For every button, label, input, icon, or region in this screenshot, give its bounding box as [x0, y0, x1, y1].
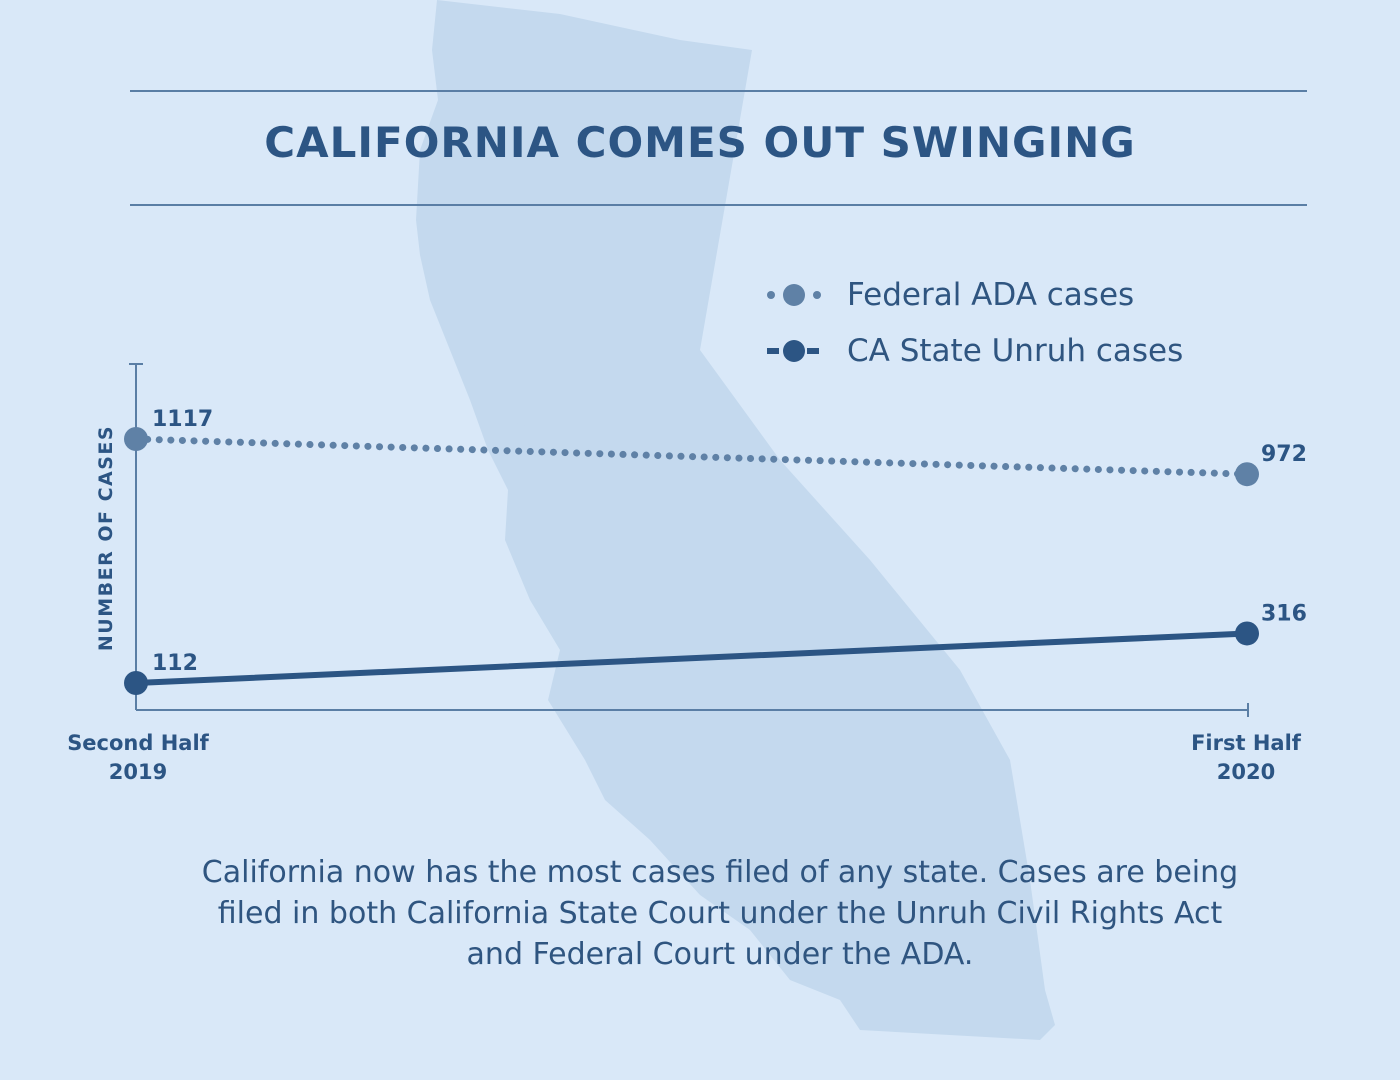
series-line-federal: [132, 435, 1251, 478]
x-tick-label-1: First Half 2020: [1191, 731, 1302, 784]
data-label-federal-1: 972: [1261, 442, 1307, 467]
data-point-federal-0: [124, 427, 148, 451]
series-line-state: [133, 630, 1250, 686]
data-point-state-0: [124, 671, 148, 695]
data-label-state-0: 112: [152, 651, 198, 676]
page-title: CALIFORNIA COMES OUT SWINGING: [264, 118, 1136, 167]
y-axis-label: NUMBER OF CASES: [95, 425, 117, 651]
legend-label-federal: Federal ADA cases: [847, 277, 1135, 313]
legend-swatch-dotted-icon: [767, 284, 821, 306]
data-label-state-1: 316: [1261, 601, 1307, 626]
x-tick-labels: Second Half 2019 First Half 2020: [67, 731, 1302, 784]
legend-swatch-solid-icon: [767, 340, 821, 362]
legend-item-federal: Federal ADA cases: [765, 275, 1134, 315]
series-layer: 1117 972 112 316: [124, 407, 1307, 695]
data-point-federal-1: [1235, 462, 1259, 487]
top-rule: [130, 90, 1307, 92]
x-tick-label-0: Second Half 2019: [67, 731, 209, 784]
data-point-state-1: [1235, 621, 1259, 646]
caption-text: California now has the most cases filed …: [201, 855, 1239, 972]
title-underline-rule: [130, 204, 1307, 206]
legend-label-state: CA State Unruh cases: [847, 333, 1184, 369]
data-label-federal-0: 1117: [152, 407, 213, 432]
chart-axes: [129, 363, 1249, 717]
legend-item-state: CA State Unruh cases: [765, 331, 1183, 371]
